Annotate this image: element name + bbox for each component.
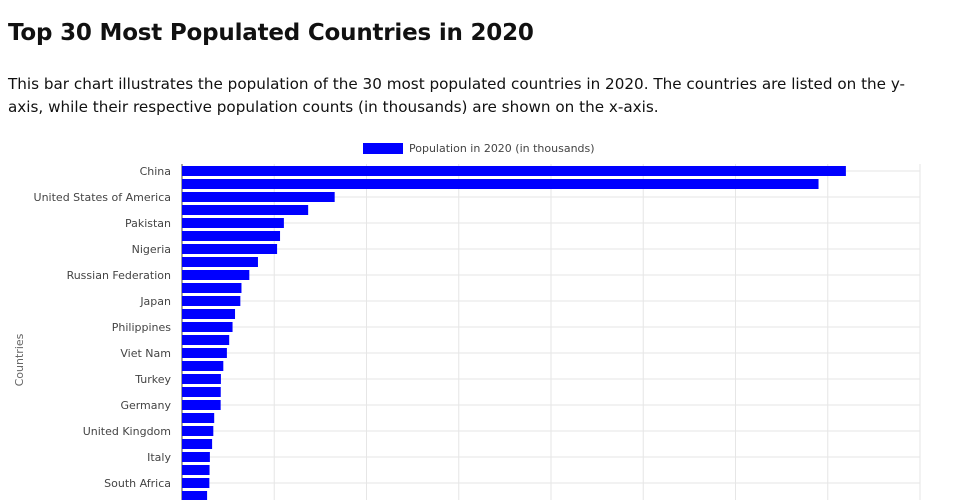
bar[interactable] — [182, 439, 213, 449]
bar[interactable] — [182, 205, 309, 215]
y-tick-label: Russian Federation — [67, 269, 171, 282]
y-tick-label: Germany — [120, 399, 171, 412]
y-tick-label: South Africa — [104, 477, 171, 490]
bar[interactable] — [182, 192, 335, 202]
bar[interactable] — [182, 361, 224, 371]
y-tick-label: Japan — [139, 295, 171, 308]
legend-label: Population in 2020 (in thousands) — [409, 142, 595, 155]
bar[interactable] — [182, 478, 210, 488]
y-axis-tick-labels: China United States of America Pakistan Nig… — [34, 165, 172, 490]
chart-description: This bar chart illustrates the populatio… — [8, 75, 906, 116]
bar[interactable] — [182, 309, 236, 319]
chart-grid — [181, 164, 921, 500]
bar[interactable] — [182, 400, 221, 410]
bar[interactable] — [182, 374, 221, 384]
bar[interactable] — [182, 296, 241, 306]
bar[interactable] — [182, 270, 250, 280]
y-tick-label: China — [140, 165, 171, 178]
bar[interactable] — [182, 231, 281, 241]
y-tick-label: Nigeria — [132, 243, 171, 256]
bar[interactable] — [182, 465, 210, 475]
chart-bars — [182, 166, 846, 500]
page-title: Top 30 Most Populated Countries in 2020 — [8, 20, 534, 46]
bar[interactable] — [182, 413, 215, 423]
bar[interactable] — [182, 257, 258, 267]
y-axis-title: Countries — [13, 333, 26, 386]
bar[interactable] — [182, 452, 210, 462]
bar[interactable] — [182, 179, 819, 189]
bar[interactable] — [182, 348, 227, 358]
bar[interactable] — [182, 387, 221, 397]
bar[interactable] — [182, 491, 208, 500]
bar[interactable] — [182, 244, 278, 254]
y-tick-label: Viet Nam — [120, 347, 171, 360]
bar[interactable] — [182, 322, 233, 332]
bar[interactable] — [182, 166, 846, 176]
legend[interactable]: Population in 2020 (in thousands) — [363, 142, 595, 155]
bar[interactable] — [182, 335, 230, 345]
y-tick-label: United States of America — [34, 191, 171, 204]
bar[interactable] — [182, 218, 284, 228]
y-tick-label: Pakistan — [125, 217, 171, 230]
y-tick-label: Italy — [147, 451, 171, 464]
legend-swatch — [363, 143, 403, 154]
y-tick-label: Philippines — [112, 321, 172, 334]
y-tick-label: United Kingdom — [83, 425, 171, 438]
bar[interactable] — [182, 426, 214, 436]
bar[interactable] — [182, 283, 242, 293]
y-tick-label: Turkey — [134, 373, 171, 386]
